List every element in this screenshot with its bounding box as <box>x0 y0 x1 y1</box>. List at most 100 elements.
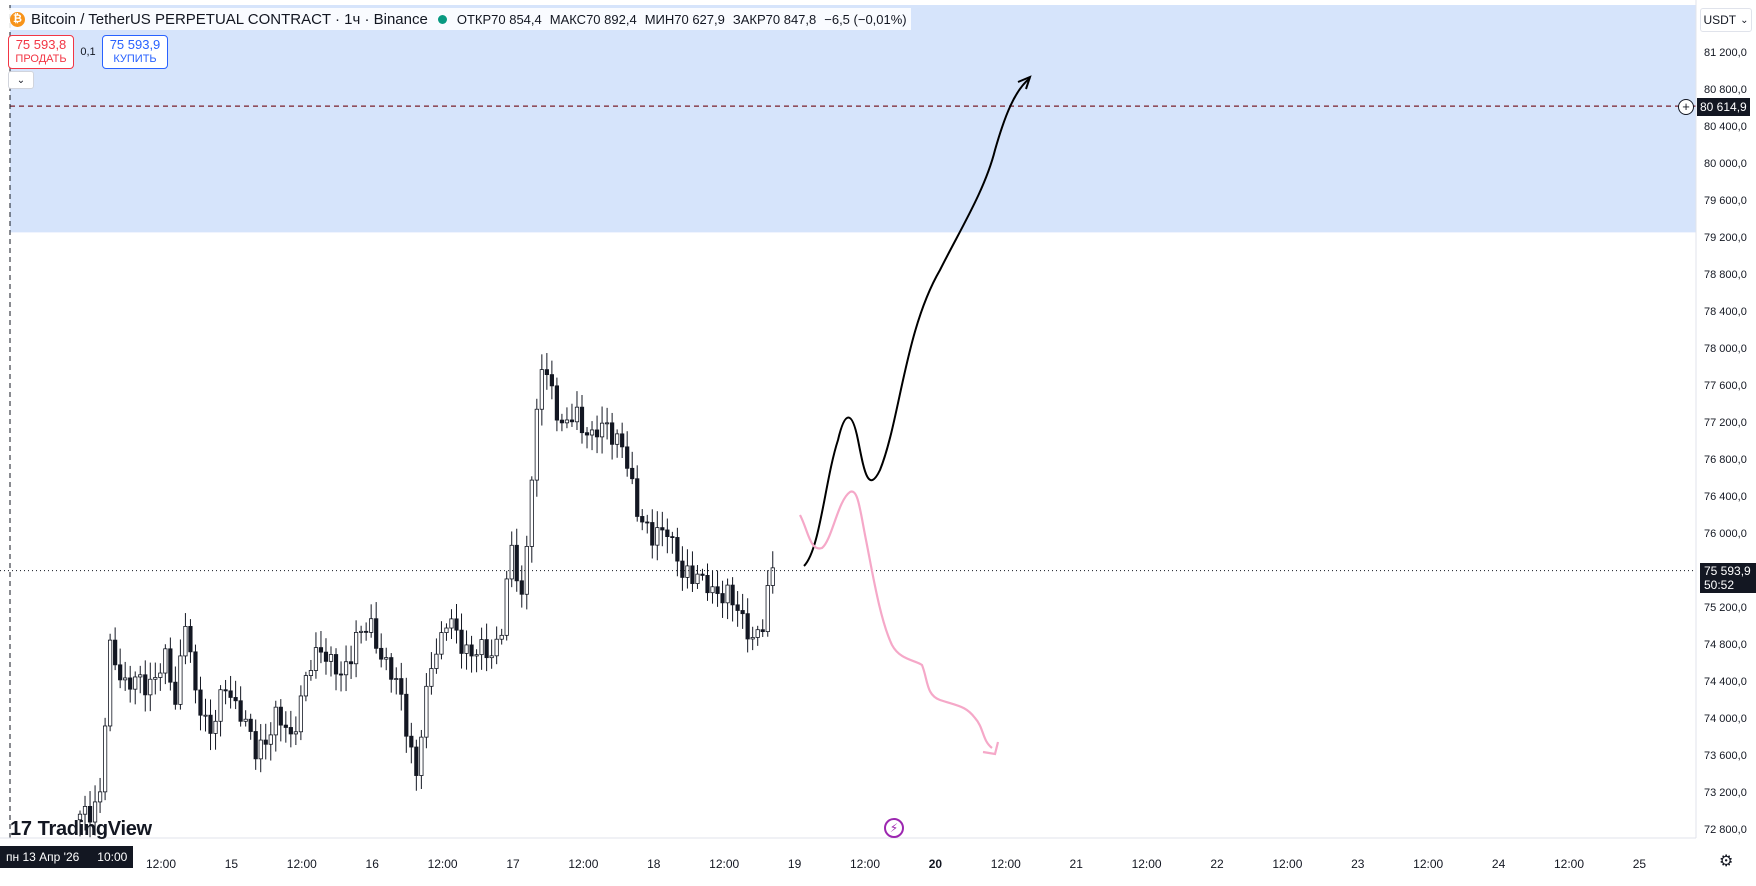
candle <box>168 637 173 691</box>
candle <box>138 665 143 694</box>
candle <box>710 570 715 604</box>
candle <box>233 680 238 710</box>
candle <box>454 604 459 644</box>
currency-selector[interactable]: USDT ⌄ <box>1700 8 1752 32</box>
bearish-projection-drawing[interactable] <box>799 490 993 749</box>
collapse-legend-button[interactable]: ⌄ <box>8 71 34 89</box>
candle <box>735 591 740 627</box>
candle <box>263 723 268 760</box>
candle <box>720 580 725 618</box>
candle <box>103 717 108 801</box>
time-axis-label: 12:00 <box>991 857 1021 871</box>
price-axis-label: 74 800,0 <box>1704 639 1747 651</box>
buy-button[interactable]: 75 593,9 КУПИТЬ <box>102 35 168 69</box>
current-price-badge: 75 593,9 50:52 <box>1700 563 1756 593</box>
crosshair-date-badge: пн 13 Апр '26 10:00 <box>0 846 134 868</box>
time-axis-label: 24 <box>1492 857 1506 871</box>
gear-icon[interactable]: ⚙ <box>1719 853 1734 870</box>
candle <box>705 563 710 601</box>
candle <box>484 623 489 672</box>
candle <box>685 549 690 589</box>
price-axis-label: 77 600,0 <box>1704 380 1747 392</box>
tradingview-logo[interactable]: 17 TradingView <box>10 818 152 841</box>
candle <box>459 613 464 669</box>
candle <box>323 638 329 675</box>
bar-countdown: 50:52 <box>1704 578 1735 592</box>
candle <box>424 673 429 749</box>
price-zone-rectangle[interactable] <box>10 5 1696 233</box>
candle <box>464 630 469 670</box>
candle <box>223 679 228 705</box>
candle <box>534 398 539 497</box>
candle <box>318 631 324 664</box>
ohlc-open-label: ОТКР <box>456 11 492 27</box>
add-alert-icon[interactable]: + <box>1678 99 1694 115</box>
ohlc-low-label: МИН <box>644 11 675 27</box>
candle <box>82 795 88 831</box>
candle <box>584 427 590 449</box>
candle <box>449 609 454 640</box>
candle <box>178 639 183 710</box>
candle <box>489 639 494 669</box>
ohlc-change: −6,5 (−0,01%) <box>824 11 907 27</box>
crosshair-date: пн 13 Апр '26 <box>6 850 80 864</box>
candle <box>554 377 560 432</box>
chevron-down-icon: ⌄ <box>16 74 26 86</box>
candle <box>389 653 394 693</box>
candle <box>213 709 218 750</box>
candle <box>514 528 519 592</box>
price-axis-label: 74 000,0 <box>1704 713 1747 725</box>
sell-button[interactable]: 75 593,8 ПРОДАТЬ <box>8 35 74 69</box>
current-price-value: 75 593,9 <box>1704 564 1751 578</box>
candle <box>113 627 118 671</box>
candle <box>148 662 153 712</box>
candle <box>589 421 595 451</box>
symbol-title[interactable]: Bitcoin / TetherUS PERPETUAL CONTRACT · … <box>31 10 428 28</box>
candle <box>630 451 635 485</box>
candle <box>429 652 434 695</box>
bullish-projection-drawing[interactable] <box>803 77 1031 567</box>
logo-text: TradingView <box>37 818 152 840</box>
candle <box>599 406 605 454</box>
candle <box>469 635 474 673</box>
ohlc-values: ОТКР70 854,4 МАКС70 892,4 МИН70 627,9 ЗА… <box>457 12 907 27</box>
time-axis-label: 12:00 <box>1272 857 1302 871</box>
candle <box>348 645 354 679</box>
candle <box>404 677 409 753</box>
ohlc-open-value: 70 854,4 <box>491 11 542 27</box>
market-status-icon <box>437 14 447 24</box>
candle <box>268 722 273 761</box>
price-axis-label: 78 400,0 <box>1704 306 1747 318</box>
candle <box>123 661 128 691</box>
candle <box>128 665 133 703</box>
candle <box>564 407 570 429</box>
price-axis-label: 76 400,0 <box>1704 491 1747 503</box>
candle <box>248 713 253 740</box>
candle <box>369 604 374 638</box>
candle <box>108 633 113 732</box>
candle <box>755 625 760 646</box>
candle <box>118 648 123 689</box>
price-axis-label: 79 600,0 <box>1704 195 1747 207</box>
candle <box>770 551 775 594</box>
ohlc-high-label: МАКС <box>549 11 587 27</box>
price-axis-label: 80 000,0 <box>1704 158 1747 170</box>
bullish-arrow-head <box>1017 75 1032 90</box>
candle <box>760 619 765 637</box>
price-axis-label: 80 800,0 <box>1704 84 1747 96</box>
candle <box>434 638 439 674</box>
lightning-icon[interactable]: ⚡ <box>884 818 904 838</box>
price-axis-label: 76 800,0 <box>1704 454 1747 466</box>
price-axis-label: 72 800,0 <box>1704 824 1747 836</box>
candle <box>680 546 685 591</box>
candle <box>579 395 585 444</box>
time-axis-label: 12:00 <box>1554 857 1584 871</box>
crosshair-time: 10:00 <box>97 850 128 864</box>
time-axis-label: 12:00 <box>709 857 739 871</box>
candle <box>198 676 203 731</box>
candle <box>183 613 188 665</box>
time-axis-label: 23 <box>1351 857 1365 871</box>
candle <box>374 602 379 654</box>
